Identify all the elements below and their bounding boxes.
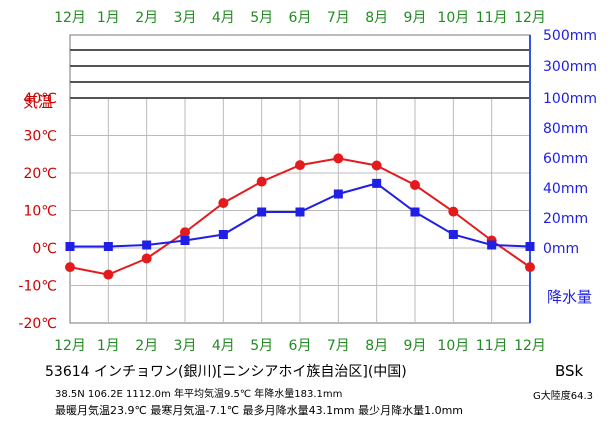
- right-tick-label: 0mm: [543, 241, 579, 257]
- right-tick-label: 60mm: [543, 151, 588, 167]
- temperature-point: [103, 269, 114, 280]
- station-summary: 38.5N 106.2E 1112.0m 年平均気温9.5℃ 年降水量183.1…: [55, 389, 343, 400]
- temperature-point: [218, 198, 229, 208]
- precipitation-point: [257, 207, 267, 217]
- right-tick-label: 80mm: [543, 121, 588, 137]
- precipitation-point: [103, 242, 113, 251]
- temperature-point: [256, 176, 267, 187]
- precipitation-point: [65, 242, 75, 251]
- x-tick-label-bottom: 4月: [212, 338, 235, 354]
- x-tick-label-bottom: 8月: [365, 338, 388, 354]
- temperature-point: [525, 262, 535, 273]
- temperature-point: [295, 160, 305, 171]
- left-tick-label: 40℃: [23, 91, 57, 107]
- left-tick-label: 30℃: [23, 129, 57, 145]
- right-tick-label: 20mm: [543, 211, 588, 227]
- x-tick-label-top: 3月: [174, 10, 197, 26]
- precipitation-point: [180, 236, 190, 245]
- left-tick-label: 0℃: [32, 241, 57, 257]
- x-tick-label-top: 2月: [135, 10, 158, 26]
- station-title: 53614 インチョワン(銀川)[ニンシアホイ族自治区](中国): [45, 364, 407, 380]
- left-tick-label: -20℃: [18, 316, 57, 332]
- right-tick-label: 100mm: [543, 91, 597, 107]
- precipitation-point: [142, 240, 152, 250]
- precipitation-point: [333, 189, 343, 199]
- precipitation-point: [295, 207, 305, 217]
- temperature-point: [410, 180, 420, 190]
- x-tick-label-bottom: 11月: [476, 338, 508, 354]
- x-tick-label-top: 10月: [437, 10, 469, 26]
- x-tick-label-bottom: 3月: [174, 338, 197, 354]
- x-tick-label-bottom: 10月: [437, 338, 469, 354]
- climate-code: BSk: [555, 362, 584, 380]
- x-tick-label-top: 1月: [97, 10, 120, 26]
- x-tick-label-top: 9月: [404, 10, 427, 26]
- temperature-point: [65, 262, 75, 273]
- left-tick-label: 20℃: [23, 166, 57, 182]
- x-tick-label-top: 8月: [365, 10, 388, 26]
- x-tick-label-top: 5月: [250, 10, 273, 26]
- x-tick-label-top: 11月: [476, 10, 508, 26]
- precipitation-point: [218, 230, 228, 239]
- x-tick-label-bottom: 6月: [289, 338, 312, 354]
- x-tick-label-top: 12月: [54, 10, 86, 26]
- x-tick-label-bottom: 12月: [514, 338, 546, 354]
- right-tick-label: 300mm: [543, 59, 597, 75]
- temperature-point: [180, 227, 190, 238]
- x-tick-label-top: 4月: [212, 10, 235, 26]
- continentality-index: G大陸度64.3: [533, 391, 594, 402]
- x-tick-label-bottom: 1月: [97, 338, 120, 354]
- x-tick-label-bottom: 5月: [250, 338, 273, 354]
- temperature-point: [141, 253, 152, 264]
- temperature-point: [448, 206, 459, 217]
- x-tick-label-bottom: 12月: [54, 338, 86, 354]
- left-axis-title: 気温: [23, 93, 53, 111]
- left-tick-label: 10℃: [23, 204, 57, 220]
- station-extremes: 最暖月気温23.9℃ 最寒月気温-7.1℃ 最多月降水量43.1mm 最少月降水…: [55, 404, 463, 417]
- precipitation-point: [525, 242, 535, 251]
- right-axis-title: 降水量: [547, 288, 592, 306]
- temperature-point: [333, 153, 344, 164]
- left-tick-label: -10℃: [18, 279, 57, 295]
- right-tick-label: 500mm: [543, 28, 597, 44]
- x-tick-label-top: 7月: [327, 10, 350, 26]
- x-tick-label-bottom: 9月: [404, 338, 427, 354]
- x-tick-label-top: 6月: [289, 10, 312, 26]
- climate-chart: 12月 12月 1月 1月 2月 2月 3月 3月 4月 4月 5月 5月 6月 6月 7月 7月 8月 8月 9月…: [18, 10, 597, 354]
- x-tick-label-bottom: 2月: [135, 338, 158, 354]
- x-tick-label-top: 12月: [514, 10, 546, 26]
- temperature-point: [371, 160, 382, 171]
- precipitation-point: [487, 240, 497, 250]
- right-tick-label: 40mm: [543, 181, 588, 197]
- precipitation-point: [372, 178, 382, 188]
- precipitation-point: [448, 230, 458, 239]
- precipitation-point: [410, 207, 420, 217]
- x-tick-label-bottom: 7月: [327, 338, 350, 354]
